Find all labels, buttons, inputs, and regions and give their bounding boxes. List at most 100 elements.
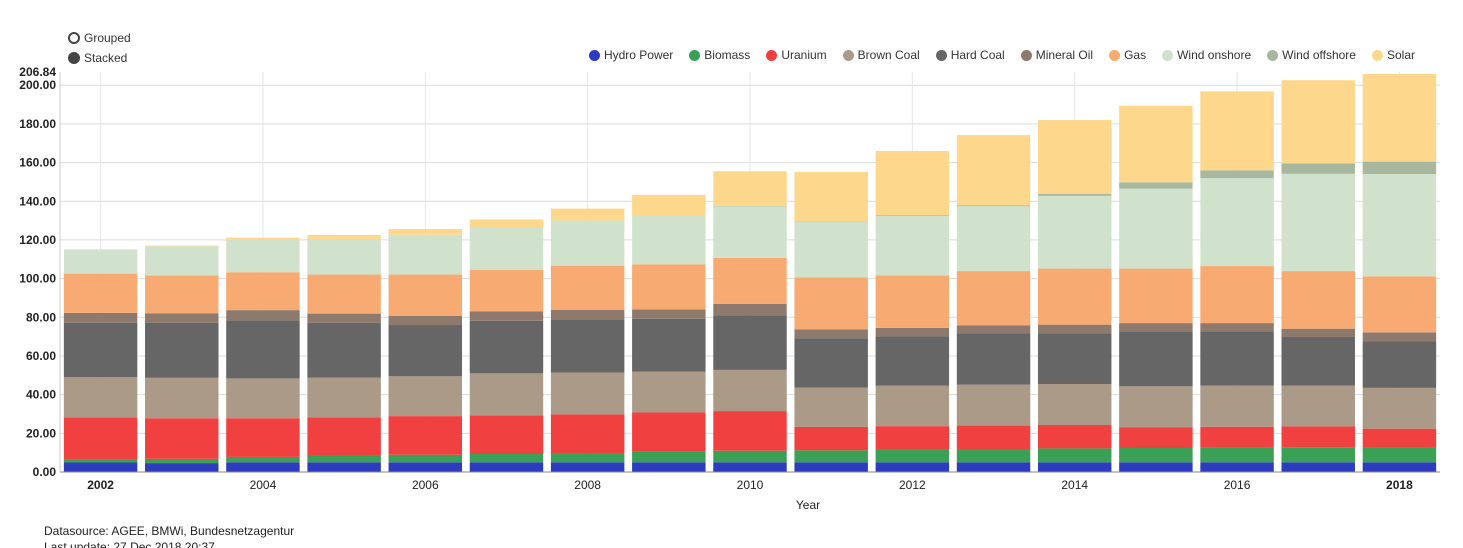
grouped-label: Grouped — [84, 31, 131, 45]
bar-hard-coal-2015 — [1119, 331, 1193, 387]
y-tick-label: 100.00 — [19, 272, 56, 286]
bar-solar-2009 — [632, 194, 706, 216]
legend-item-solar[interactable]: Solar — [1371, 48, 1415, 62]
stacked-radio-icon — [68, 52, 80, 64]
legend: Hydro Power Biomass Uranium Brown Coal Hard … — [588, 48, 1415, 62]
y-tick-label: 140.00 — [19, 194, 56, 208]
legend-item-wind-onshore[interactable]: Wind onshore — [1162, 48, 1251, 62]
bar-brown-coal-2017 — [1281, 385, 1355, 427]
legend-item-wind-offshore[interactable]: Wind offshore — [1267, 48, 1356, 62]
bar-hydro-power-2007 — [469, 462, 544, 472]
bar-hydro-power-2017 — [1281, 462, 1355, 472]
bar-biomass-2010 — [713, 450, 787, 463]
bar-wind-offshore-2016 — [1200, 170, 1274, 179]
bar-hard-coal-2008 — [550, 319, 625, 373]
bar-solar-2011 — [794, 172, 868, 222]
bar-uranium-2014 — [1037, 425, 1112, 449]
bar-uranium-2017 — [1281, 426, 1355, 448]
bar-biomass-2008 — [550, 453, 625, 463]
legend-swatch-icon — [842, 49, 854, 61]
bar-mineral-oil-2003 — [145, 313, 219, 323]
x-tick-label: 2018 — [1386, 478, 1413, 492]
bar-wind-offshore-2012 — [875, 214, 950, 216]
bar-wind-onshore-2006 — [388, 234, 463, 275]
bar-brown-coal-2009 — [632, 371, 706, 413]
legend-item-mineral-oil[interactable]: Mineral Oil — [1020, 48, 1093, 62]
legend-swatch-icon — [766, 49, 778, 61]
bar-wind-onshore-2017 — [1281, 173, 1355, 272]
bar-mineral-oil-2007 — [469, 311, 544, 321]
bar-solar-2007 — [469, 219, 544, 227]
bar-hard-coal-2011 — [794, 338, 868, 388]
x-tick-label: 2014 — [1061, 478, 1088, 492]
grouped-radio[interactable]: Grouped — [68, 31, 131, 45]
bar-mineral-oil-2014 — [1037, 324, 1112, 334]
legend-label: Brown Coal — [857, 48, 920, 62]
bar-hard-coal-2010 — [713, 315, 787, 370]
bar-gas-2012 — [875, 275, 950, 328]
bar-gas-2017 — [1281, 271, 1355, 329]
legend-item-hydro-power[interactable]: Hydro Power — [588, 48, 673, 62]
bar-mineral-oil-2017 — [1281, 328, 1355, 338]
bar-wind-onshore-2010 — [713, 206, 787, 258]
legend-item-uranium[interactable]: Uranium — [766, 48, 827, 62]
bar-brown-coal-2008 — [550, 372, 625, 415]
legend-label: Biomass — [704, 48, 751, 62]
bar-hydro-power-2003 — [145, 463, 219, 472]
legend-label: Wind onshore — [1177, 48, 1252, 62]
bar-brown-coal-2015 — [1119, 386, 1193, 428]
bar-mineral-oil-2016 — [1200, 323, 1274, 332]
bar-mineral-oil-2005 — [307, 313, 381, 323]
stacked-radio[interactable]: Stacked — [68, 51, 127, 65]
bar-hydro-power-2012 — [875, 462, 950, 472]
bar-brown-coal-2002 — [63, 377, 138, 418]
bar-gas-2008 — [550, 265, 625, 310]
bar-hydro-power-2005 — [307, 462, 381, 472]
bar-wind-onshore-2012 — [875, 215, 950, 276]
bar-solar-2010 — [713, 171, 787, 206]
bar-mineral-oil-2013 — [956, 325, 1031, 334]
legend-item-biomass[interactable]: Biomass — [689, 48, 750, 62]
y-tick-label: 180.00 — [19, 117, 56, 131]
bar-wind-onshore-2005 — [307, 238, 381, 275]
bar-gas-2013 — [956, 271, 1031, 326]
bar-biomass-2011 — [794, 450, 868, 463]
legend-item-hard-coal[interactable]: Hard Coal — [935, 48, 1005, 62]
bar-wind-onshore-2011 — [794, 221, 868, 278]
bar-uranium-2006 — [388, 416, 463, 455]
bar-wind-onshore-2015 — [1119, 188, 1193, 269]
bar-wind-onshore-2014 — [1037, 195, 1112, 269]
legend-label: Hard Coal — [950, 48, 1005, 62]
x-tick-label: 2006 — [412, 478, 439, 492]
bar-gas-2009 — [632, 264, 706, 310]
bar-brown-coal-2006 — [388, 376, 463, 417]
legend-item-brown-coal[interactable]: Brown Coal — [842, 48, 920, 62]
legend-item-gas[interactable]: Gas — [1109, 48, 1146, 62]
y-tick-label: 60.00 — [26, 349, 56, 363]
y-tick-label: 80.00 — [26, 310, 56, 324]
bar-biomass-2018 — [1362, 447, 1437, 463]
bar-hydro-power-2009 — [632, 462, 706, 472]
bar-hard-coal-2004 — [226, 320, 300, 379]
legend-swatch-icon — [1267, 49, 1279, 61]
bar-gas-2004 — [226, 272, 300, 311]
y-tick-label: 20.00 — [26, 426, 56, 440]
bar-wind-offshore-2018 — [1362, 161, 1437, 174]
legend-swatch-icon — [1371, 49, 1383, 61]
bar-biomass-2013 — [956, 448, 1031, 463]
x-tick-label: 2008 — [574, 478, 601, 492]
x-tick-label: 2002 — [87, 478, 114, 492]
last-update-text: Last update: 27 Dec 2018 20:37 — [44, 540, 215, 548]
bar-wind-onshore-2002 — [63, 249, 138, 274]
bar-solar-2003 — [145, 245, 219, 247]
bar-hard-coal-2014 — [1037, 333, 1112, 385]
bar-uranium-2004 — [226, 418, 300, 457]
bar-biomass-2006 — [388, 454, 463, 463]
bar-solar-2002 — [63, 249, 138, 250]
bar-hydro-power-2004 — [226, 462, 300, 472]
bar-solar-2016 — [1200, 91, 1274, 171]
bar-wind-onshore-2013 — [956, 206, 1031, 272]
legend-swatch-icon — [1109, 49, 1121, 61]
legend-swatch-icon — [935, 49, 947, 61]
bar-hydro-power-2018 — [1362, 462, 1437, 472]
